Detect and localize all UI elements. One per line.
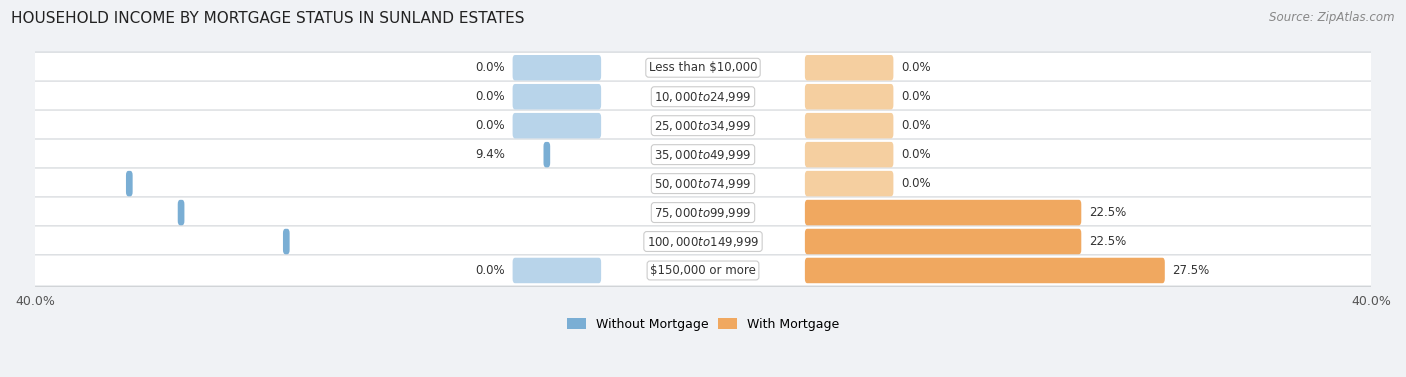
FancyBboxPatch shape <box>127 171 132 196</box>
Text: $100,000 to $149,999: $100,000 to $149,999 <box>647 234 759 248</box>
Text: 0.0%: 0.0% <box>901 119 931 132</box>
Text: 22.5%: 22.5% <box>1088 206 1126 219</box>
Text: $75,000 to $99,999: $75,000 to $99,999 <box>654 205 752 219</box>
Text: Less than $10,000: Less than $10,000 <box>648 61 758 74</box>
Text: 22.5%: 22.5% <box>1088 235 1126 248</box>
FancyBboxPatch shape <box>804 229 1081 254</box>
FancyBboxPatch shape <box>30 139 1376 170</box>
Text: 0.0%: 0.0% <box>901 177 931 190</box>
FancyBboxPatch shape <box>30 197 1376 228</box>
Text: $10,000 to $24,999: $10,000 to $24,999 <box>654 90 752 104</box>
FancyBboxPatch shape <box>30 81 1376 112</box>
Text: 0.0%: 0.0% <box>475 90 505 103</box>
Text: $150,000 or more: $150,000 or more <box>650 264 756 277</box>
Text: 0.0%: 0.0% <box>901 90 931 103</box>
Text: 0.0%: 0.0% <box>901 61 931 74</box>
FancyBboxPatch shape <box>804 55 893 81</box>
FancyBboxPatch shape <box>30 52 1376 83</box>
FancyBboxPatch shape <box>544 142 550 167</box>
FancyBboxPatch shape <box>30 226 1376 257</box>
FancyBboxPatch shape <box>513 258 602 283</box>
Text: 0.0%: 0.0% <box>475 61 505 74</box>
FancyBboxPatch shape <box>804 171 893 196</box>
FancyBboxPatch shape <box>804 84 893 109</box>
FancyBboxPatch shape <box>804 200 1081 225</box>
Text: 27.5%: 27.5% <box>1173 264 1209 277</box>
FancyBboxPatch shape <box>513 84 602 109</box>
FancyBboxPatch shape <box>804 142 893 167</box>
FancyBboxPatch shape <box>513 55 602 81</box>
FancyBboxPatch shape <box>30 255 1376 286</box>
FancyBboxPatch shape <box>283 229 290 254</box>
Text: 0.0%: 0.0% <box>901 148 931 161</box>
Text: $25,000 to $34,999: $25,000 to $34,999 <box>654 119 752 133</box>
FancyBboxPatch shape <box>513 113 602 138</box>
FancyBboxPatch shape <box>30 110 1376 141</box>
Text: 34.4%: 34.4% <box>149 177 186 190</box>
FancyBboxPatch shape <box>177 200 184 225</box>
Text: $50,000 to $74,999: $50,000 to $74,999 <box>654 176 752 191</box>
Text: Source: ZipAtlas.com: Source: ZipAtlas.com <box>1270 11 1395 24</box>
FancyBboxPatch shape <box>30 168 1376 199</box>
Text: 31.3%: 31.3% <box>200 206 238 219</box>
FancyBboxPatch shape <box>804 113 893 138</box>
Text: HOUSEHOLD INCOME BY MORTGAGE STATUS IN SUNLAND ESTATES: HOUSEHOLD INCOME BY MORTGAGE STATUS IN S… <box>11 11 524 26</box>
FancyBboxPatch shape <box>804 258 1164 283</box>
Text: 0.0%: 0.0% <box>475 264 505 277</box>
Legend: Without Mortgage, With Mortgage: Without Mortgage, With Mortgage <box>562 313 844 336</box>
Text: 9.4%: 9.4% <box>475 148 505 161</box>
Text: $35,000 to $49,999: $35,000 to $49,999 <box>654 148 752 162</box>
Text: 0.0%: 0.0% <box>475 119 505 132</box>
Text: 25.0%: 25.0% <box>305 235 343 248</box>
